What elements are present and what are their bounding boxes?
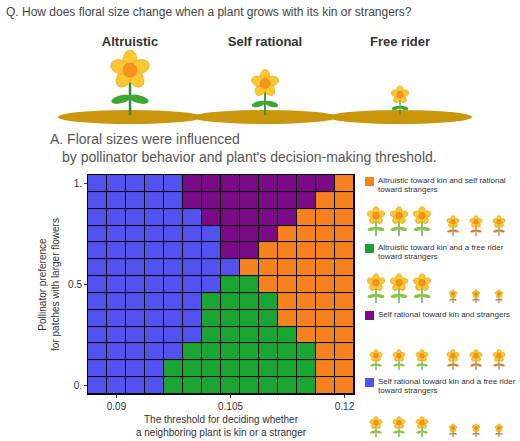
html-text:Altruistic toward kin and self: Altruistic toward kin and self rational … [378, 176, 506, 194]
html-text:Self rational toward kin and s: Self rational toward kin and strangers [378, 310, 511, 319]
svg-text:Free rider: Free rider [370, 34, 430, 49]
svg-text:0.09: 0.09 [107, 401, 127, 412]
svg-text:Q. How does floral size change: Q. How does floral size change when a pl… [6, 5, 412, 19]
html-text:Self rational toward kin and a: Self rational toward kin and a free ride… [378, 377, 516, 395]
svg-text:0.5: 0.5 [68, 279, 82, 290]
svg-text:Altruistic: Altruistic [102, 34, 158, 49]
svg-text:The threshold for deciding whe: The threshold for deciding whethera neig… [136, 414, 307, 438]
svg-text:0.12: 0.12 [335, 401, 355, 412]
svg-text:by pollinator behavior and pla: by pollinator behavior and plant's decis… [62, 149, 437, 165]
svg-text:0.: 0. [74, 380, 82, 391]
svg-text:0.105: 0.105 [218, 401, 243, 412]
svg-text:Pollinator preferencefor patch: Pollinator preferencefor patches with la… [37, 218, 61, 351]
svg-text:1.: 1. [74, 178, 82, 189]
svg-text:A. Floral sizes were influence: A. Floral sizes were influenced [50, 131, 240, 147]
html-text:Altruistic toward kin and a fr: Altruistic toward kin and a free rider t… [378, 243, 504, 261]
svg-text:Self rational: Self rational [228, 34, 302, 49]
